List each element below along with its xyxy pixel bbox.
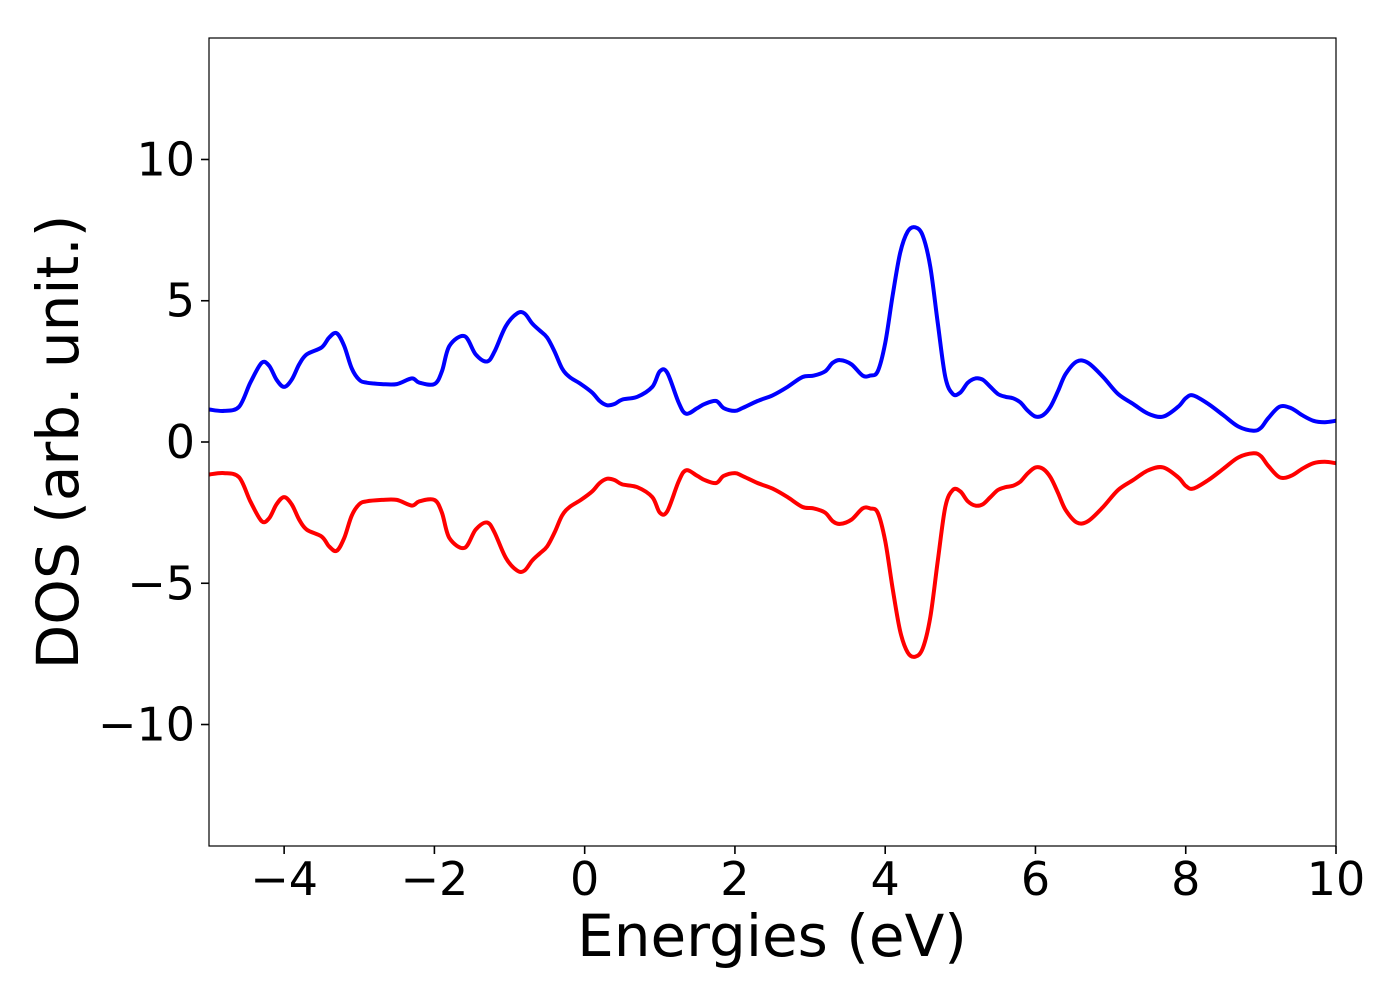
x-tick-label: 0 xyxy=(570,852,599,906)
y-tick-label: 10 xyxy=(136,132,195,186)
x-tick-label: 2 xyxy=(720,852,749,906)
y-axis-title: DOS (arb. unit.) xyxy=(24,215,92,670)
x-axis: −4 −2 0 2 4 6 8 10 xyxy=(250,846,1365,906)
x-tick-label: 6 xyxy=(1021,852,1050,906)
y-tick-label: 5 xyxy=(166,274,195,328)
series-line-up xyxy=(208,225,1337,433)
y-tick-label: 0 xyxy=(166,415,195,469)
series-layer xyxy=(208,225,1337,659)
series-line-down xyxy=(208,451,1337,659)
x-tick-label: 4 xyxy=(871,852,900,906)
y-tick-label: −10 xyxy=(98,698,195,752)
x-tick-label: −2 xyxy=(400,852,468,906)
x-tick-label: −4 xyxy=(250,852,318,906)
y-axis: −10 −5 0 5 10 xyxy=(98,132,209,752)
x-tick-label: 10 xyxy=(1307,852,1366,906)
x-tick-label: 8 xyxy=(1171,852,1200,906)
plot-frame xyxy=(208,37,1337,847)
y-tick-label: −5 xyxy=(127,556,195,610)
x-axis-title: Energies (eV) xyxy=(577,902,967,970)
